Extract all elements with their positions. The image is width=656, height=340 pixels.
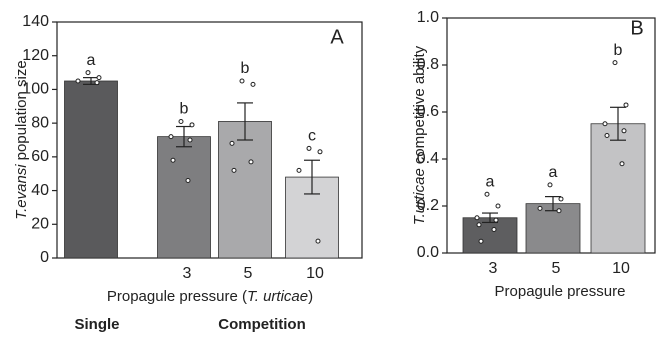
- y-tick-label: 0.8: [417, 56, 439, 73]
- significance-letter: b: [180, 101, 189, 118]
- bar: [218, 121, 272, 259]
- bar: [525, 203, 581, 254]
- x-tick-label: 10: [306, 265, 324, 282]
- group-label: Single: [74, 316, 119, 333]
- data-point: [621, 128, 627, 134]
- data-point: [168, 134, 174, 140]
- data-point: [296, 167, 302, 173]
- data-point: [85, 70, 91, 76]
- data-point: [185, 177, 191, 183]
- y-tick-label: 0.6: [417, 103, 439, 120]
- data-point: [478, 238, 484, 244]
- data-point: [250, 81, 256, 87]
- data-point: [619, 161, 625, 167]
- data-point: [178, 118, 184, 124]
- y-axis-label-text: competitive ability: [411, 45, 428, 164]
- data-point: [537, 205, 543, 211]
- y-tick-label: 60: [31, 148, 49, 165]
- data-point: [491, 227, 497, 232]
- data-point: [306, 145, 312, 151]
- data-point: [187, 137, 193, 143]
- y-tick-label: 0.4: [417, 150, 439, 167]
- data-point: [558, 196, 564, 202]
- bar: [64, 80, 118, 259]
- x-tick-label: 10: [612, 260, 630, 277]
- data-point: [96, 75, 102, 81]
- data-point: [547, 182, 553, 188]
- data-point: [623, 102, 629, 108]
- y-tick-label: 0: [40, 249, 49, 266]
- x-axis-label-part: Propagule pressure (: [107, 288, 247, 305]
- data-point: [75, 78, 81, 84]
- data-point: [231, 167, 237, 173]
- y-axis-label-italic: T.urticae: [411, 168, 428, 225]
- significance-letter: b: [241, 60, 250, 77]
- data-point: [474, 215, 480, 221]
- bar: [157, 136, 211, 259]
- data-point: [170, 157, 176, 163]
- data-point: [315, 238, 321, 244]
- x-axis-label-part: ): [308, 288, 313, 305]
- panel-letter: B: [630, 17, 643, 39]
- y-tick-label: 100: [22, 81, 49, 98]
- data-point: [189, 122, 195, 128]
- x-tick-label: 5: [244, 265, 253, 282]
- data-point: [476, 222, 482, 228]
- data-point: [495, 203, 501, 209]
- data-point: [229, 140, 235, 146]
- data-point: [604, 133, 610, 138]
- data-point: [556, 208, 562, 214]
- y-axis-label-text: population size: [13, 60, 30, 160]
- y-tick-label: 0.2: [417, 197, 439, 214]
- y-axis-label: T.evansi population size: [13, 60, 30, 219]
- x-axis-label: Propagule pressure: [495, 283, 626, 300]
- significance-letter: a: [486, 173, 495, 190]
- x-tick-label: 3: [183, 265, 192, 282]
- y-tick-label: 0.0: [417, 244, 439, 261]
- y-tick-label: 140: [22, 13, 49, 30]
- x-tick-label: 5: [552, 260, 561, 277]
- x-tick-label: 3: [489, 260, 498, 277]
- data-point: [612, 60, 618, 66]
- data-point: [94, 80, 100, 86]
- data-point: [239, 78, 245, 84]
- y-tick-label: 20: [31, 216, 49, 233]
- x-axis-label-part: T. urticae: [247, 288, 308, 305]
- y-axis-label: T.urticae competitive ability: [411, 45, 428, 225]
- data-point: [493, 217, 499, 223]
- data-point: [248, 159, 254, 165]
- bar: [590, 123, 646, 254]
- significance-letter: a: [87, 52, 96, 69]
- y-axis-label-italic: T.evansi: [13, 164, 30, 220]
- y-tick-label: 40: [31, 182, 49, 199]
- y-tick-label: 1.0: [417, 9, 439, 26]
- x-axis-label: Propagule pressure (T. urticae): [107, 288, 313, 305]
- x-axis-label-part: Propagule pressure: [495, 283, 626, 300]
- significance-letter: a: [549, 164, 558, 181]
- y-tick-label: 120: [22, 47, 49, 64]
- panel-letter: A: [330, 26, 344, 48]
- y-tick-label: 80: [31, 114, 49, 131]
- data-point: [484, 191, 490, 197]
- group-label: Competition: [218, 316, 306, 333]
- significance-letter: c: [308, 128, 316, 145]
- data-point: [602, 121, 608, 127]
- data-point: [317, 149, 323, 155]
- significance-letter: b: [614, 42, 623, 59]
